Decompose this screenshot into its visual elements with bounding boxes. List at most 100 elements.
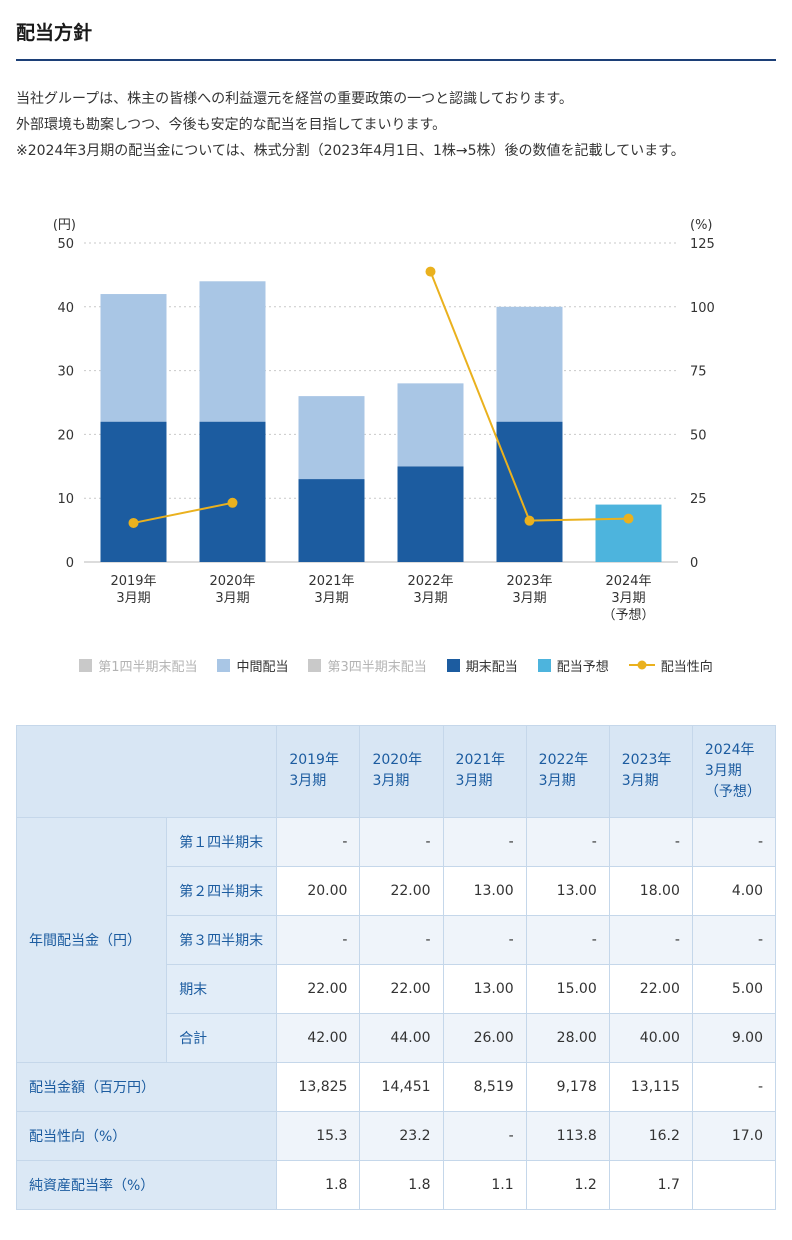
row-sub-label: 期末 <box>166 963 278 1014</box>
intro-line-2: 外部環境も勘案しつつ、今後も安定的な配当を目指してまいります。 <box>16 116 447 133</box>
table-value-cell: 9.00 <box>691 1012 777 1063</box>
row-label: 純資産配当率（%） <box>15 1159 278 1210</box>
intro-text: 当社グループは、株主の皆様への利益還元を経営の重要政策の一つと認識しております。… <box>16 87 776 165</box>
bar-segment <box>397 383 464 466</box>
legend-label: 中間配当 <box>236 659 289 675</box>
bar-segment <box>496 306 563 422</box>
dividend-chart-block: 0 10 20 30 40 50 0 25 50 75 100 125 (円) (%) 2019年 3月期 20… <box>16 217 776 675</box>
right-axis-tick-label: 100 <box>690 300 715 315</box>
right-axis-tick-label: 125 <box>690 237 715 252</box>
left-axis-tick-label: 0 <box>66 556 74 571</box>
table-value-cell: 28.00 <box>525 1012 610 1063</box>
category-label: 3月期 <box>215 591 249 606</box>
legend-label: 配当性向 <box>660 659 713 675</box>
table-value-cell: 22.00 <box>359 865 444 916</box>
legend-item-1[interactable]: 第1四半期末配当 <box>79 656 197 675</box>
table-value-cell: 15.3 <box>276 1110 361 1161</box>
left-axis-tick-label: 20 <box>57 428 74 443</box>
table-value-cell: 22.00 <box>359 963 444 1014</box>
row-sub-label: 第３四半期末 <box>166 914 278 965</box>
category-label: 2021年 <box>308 574 354 589</box>
legend-label: 第3四半期末配当 <box>327 659 427 675</box>
table-value-cell: 1.7 <box>608 1159 693 1210</box>
legend-item-4[interactable]: 期末配当 <box>446 656 518 675</box>
table-row: 期末 22.00 22.00 13.00 15.00 22.00 5.00 <box>17 963 777 1014</box>
legend-square-swatch <box>537 658 551 672</box>
table-value-cell: - <box>691 914 777 965</box>
col-header-5: 2023年 3月期 <box>608 724 693 818</box>
left-axis-tick-label: 40 <box>57 300 74 315</box>
col-header-6: 2024年 3月期 （予想） <box>691 724 777 818</box>
bar-segment <box>298 395 365 479</box>
col-header-1: 2019年 3月期 <box>276 724 361 818</box>
legend-label: 期末配当 <box>465 659 518 675</box>
table-row: 配当金額（百万円） 13,825 14,451 8,519 9,178 13,115- <box>15 1061 777 1112</box>
bar-segment <box>199 421 266 562</box>
left-axis-tick-label: 50 <box>57 237 74 252</box>
table-value-cell: 22.00 <box>608 963 693 1014</box>
dividend-chart: 0 10 20 30 40 50 0 25 50 75 100 125 (円) (%) 2019年 3月期 20… <box>53 218 715 623</box>
category-label: 3月期 <box>611 591 645 606</box>
chart-wrap: 0 10 20 30 40 50 0 25 50 75 100 125 (円) (%) 2019年 3月期 20… <box>26 217 776 646</box>
row-label: 配当性向（%） <box>15 1110 278 1161</box>
table-value-cell: 42.00 <box>276 1012 361 1063</box>
payout-ratio-line <box>133 501 233 524</box>
row-sub-label: 合計 <box>166 1012 278 1063</box>
legend-item-5[interactable]: 配当予想 <box>537 656 609 675</box>
bar-segment <box>100 293 167 422</box>
category-label: 3月期 <box>413 591 447 606</box>
table-value-cell: 15.00 <box>525 963 610 1014</box>
table-value-cell: 13,115 <box>608 1061 693 1112</box>
payout-ratio-point <box>227 497 238 508</box>
payout-ratio-point <box>128 517 139 528</box>
legend-item-2[interactable]: 中間配当 <box>217 656 288 675</box>
table-value-cell: 44.00 <box>359 1012 444 1063</box>
table-row: 純資産配当率（%） 1.8 1.8 1.1 1.2 1.7 <box>15 1159 777 1210</box>
page-title: 配当方針 <box>16 0 776 61</box>
payout-ratio-point <box>623 513 634 524</box>
dividend-table: 2019年 3月期 2020年 3月期 2021年 3月期 2022年 3月期 2023年 3月期… <box>15 724 777 1210</box>
bar-segment <box>298 478 365 562</box>
left-axis-tick-label: 30 <box>57 364 74 379</box>
bar-segment <box>397 465 464 562</box>
category-label: 3月期 <box>116 591 150 606</box>
legend-line-swatch <box>628 659 655 671</box>
right-axis-tick-label: 25 <box>690 492 707 507</box>
table-value-cell: 1.2 <box>525 1159 610 1210</box>
bar-segment <box>595 504 662 562</box>
table-value-cell: 18.00 <box>608 865 693 916</box>
bar-segment <box>100 421 167 562</box>
legend-item-6[interactable]: 配当性向 <box>628 656 713 675</box>
chart-legend: 第1四半期末配当 中間配当 第3四半期末配当 期末配当 配当予想 配当性向 <box>16 656 776 675</box>
table-value-cell: - <box>442 816 527 867</box>
category-label: 2020年 <box>209 574 255 589</box>
row-group-label: 年間配当金（円） <box>15 816 168 1063</box>
table-value-cell: 4.00 <box>691 865 777 916</box>
category-label: 3月期 <box>314 591 348 606</box>
category-label: 3月期 <box>512 591 546 606</box>
left-axis-tick-label: 10 <box>57 492 74 507</box>
row-label: 配当金額（百万円） <box>15 1061 278 1112</box>
table-value-cell: 26.00 <box>442 1012 527 1063</box>
table-value-cell: 13.00 <box>442 963 527 1014</box>
right-axis-tick-label: 75 <box>690 364 707 379</box>
row-sub-label: 第１四半期末 <box>166 816 278 867</box>
right-axis-tick-label: 50 <box>690 428 707 443</box>
table-value-cell: 23.2 <box>359 1110 444 1161</box>
table-value-cell: - <box>525 816 610 867</box>
category-label: 2022年 <box>407 574 453 589</box>
table-value-cell: 8,519 <box>442 1061 527 1112</box>
legend-item-3[interactable]: 第3四半期末配当 <box>308 656 427 675</box>
table-value-cell: - <box>442 914 527 965</box>
payout-ratio-point <box>425 266 436 277</box>
category-label: 2023年 <box>506 574 552 589</box>
intro-line-3: ※2024年3月期の配当金については、株式分割（2023年4月1日、1株→5株）… <box>16 142 685 159</box>
table-value-cell: 17.0 <box>691 1110 777 1161</box>
table-value-cell: 1.1 <box>442 1159 527 1210</box>
table-value-cell: - <box>608 816 693 867</box>
table-value-cell: 13.00 <box>442 865 527 916</box>
table-value-cell: - <box>608 914 693 965</box>
table-row: 年間配当金（円） 第１四半期末 - - - - - - <box>15 816 777 1063</box>
table-value-cell: 13.00 <box>525 865 610 916</box>
table-value-cell: 13,825 <box>276 1061 361 1112</box>
